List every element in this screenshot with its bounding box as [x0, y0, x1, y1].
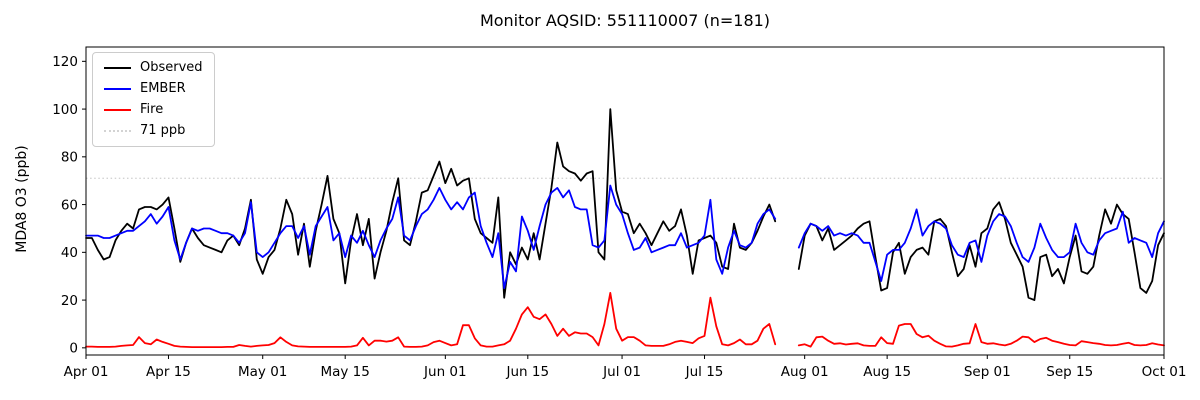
legend: Observed EMBER Fire 71 ppb	[92, 52, 215, 147]
legend-label: 71 ppb	[140, 123, 186, 138]
y-tick-label: 0	[69, 341, 78, 357]
x-tick-label: Oct 01	[1142, 364, 1187, 380]
series-line-ember	[85, 184, 1165, 289]
x-tick-label: Aug 01	[781, 364, 829, 380]
observed-line-swatch	[104, 67, 131, 69]
x-tick-label: Jun 01	[423, 364, 467, 380]
legend-label: EMBER	[140, 81, 186, 96]
y-tick-label: 40	[61, 245, 78, 261]
legend-item-fire: Fire	[104, 102, 203, 118]
legend-label: Fire	[140, 102, 164, 117]
y-tick-label: 120	[52, 54, 78, 70]
axes-spines	[85, 46, 1165, 356]
x-tick-label: Jul 15	[685, 364, 724, 380]
series-line-observed	[85, 108, 1165, 301]
x-tick-label: May 15	[320, 364, 369, 380]
x-tick-label: Apr 15	[146, 364, 191, 380]
y-tick-label: 80	[61, 150, 78, 166]
ember-line-swatch	[104, 88, 131, 90]
x-tick-label: Apr 01	[64, 364, 109, 380]
threshold-line-swatch	[104, 130, 131, 132]
legend-item-observed: Observed	[104, 60, 203, 76]
series-line-fire	[85, 292, 1165, 348]
legend-item-ember: EMBER	[104, 81, 203, 97]
legend-item-threshold: 71 ppb	[104, 123, 203, 139]
x-tick-label: Jun 15	[506, 364, 550, 380]
y-tick-label: 60	[61, 197, 78, 213]
y-tick-label: 100	[52, 102, 78, 118]
legend-label: Observed	[140, 60, 203, 75]
y-axis: 0 20 40 60 80 100 120	[52, 54, 86, 357]
y-tick-label: 20	[61, 293, 78, 309]
x-tick-label: Jul 01	[602, 364, 641, 380]
x-tick-label: Aug 15	[863, 364, 911, 380]
fire-line-swatch	[104, 109, 131, 111]
x-tick-label: May 01	[238, 364, 287, 380]
x-tick-label: Sep 01	[964, 364, 1011, 380]
chart-title: Monitor AQSID: 551110007 (n=181)	[479, 11, 771, 30]
x-tick-label: Sep 15	[1046, 364, 1093, 380]
x-axis: Apr 01 Apr 15 May 01 May 15 Jun 01 Jun 15 Jul …	[64, 355, 1187, 380]
